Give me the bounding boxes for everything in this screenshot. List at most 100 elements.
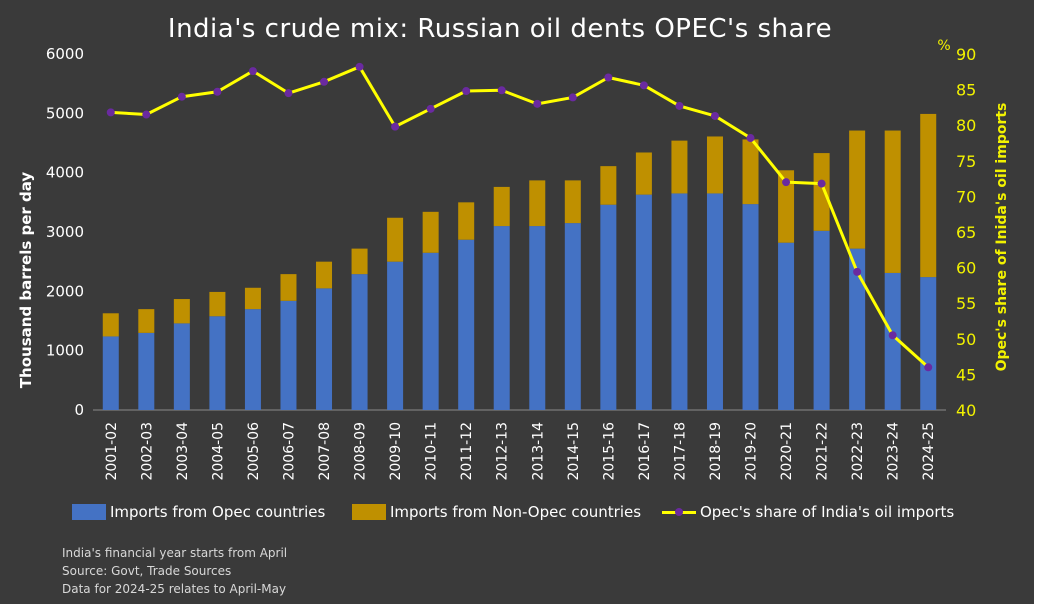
x-tick-2024-25: 2024-25 [921, 422, 937, 481]
bar-opec-2006-07 [280, 300, 297, 410]
bar-non-opec-2011-12 [458, 202, 475, 240]
bar-opec-2013-14 [529, 226, 546, 410]
legend-label-non-opec: Imports from Non-Opec countries [390, 503, 642, 521]
bar-non-opec-2015-16 [600, 166, 617, 205]
y-tick-left-2: 2000 [46, 282, 84, 300]
point-opec-share-2022-23 [853, 267, 862, 276]
legend-swatch-opec [72, 504, 106, 520]
x-tick-2023-24: 2023-24 [886, 422, 902, 481]
bar-non-opec-2007-08 [316, 261, 333, 289]
bar-opec-2002-03 [138, 332, 155, 410]
y-tick-right-6: 70 [956, 187, 976, 206]
point-opec-share-2005-06 [248, 67, 257, 76]
bar-non-opec-2006-07 [280, 274, 297, 301]
bar-opec-2020-21 [778, 242, 795, 410]
bar-opec-2017-18 [671, 193, 688, 410]
x-tick-2016-17: 2016-17 [637, 422, 653, 481]
legend-label-opec: Imports from Opec countries [110, 503, 326, 521]
bar-opec-2011-12 [458, 239, 475, 410]
x-tick-2004-05: 2004-05 [210, 422, 226, 481]
bar-opec-2019-20 [742, 204, 759, 410]
footnote-source: Source: Govt, Trade Sources [62, 564, 232, 578]
bar-opec-2012-13 [493, 226, 510, 410]
x-tick-2005-06: 2005-06 [246, 422, 262, 481]
point-opec-share-2002-03 [142, 110, 151, 119]
x-tick-2002-03: 2002-03 [139, 422, 155, 481]
x-tick-2011-12: 2011-12 [459, 422, 475, 481]
y-tick-right-4: 60 [956, 259, 976, 278]
bar-non-opec-2005-06 [244, 287, 261, 310]
point-opec-share-2010-11 [426, 104, 435, 113]
right-axis-unit: % [937, 38, 950, 54]
bar-non-opec-2016-17 [635, 152, 652, 195]
x-tick-2013-14: 2013-14 [530, 422, 546, 481]
point-opec-share-2021-22 [817, 179, 826, 188]
bar-opec-2018-19 [706, 193, 723, 410]
bar-non-opec-2003-04 [173, 299, 190, 324]
point-opec-share-2018-19 [710, 111, 719, 120]
point-opec-share-2023-24 [888, 331, 897, 340]
x-tick-2008-09: 2008-09 [353, 422, 369, 481]
bar-opec-2004-05 [209, 316, 226, 410]
bar-non-opec-2004-05 [209, 291, 226, 317]
bar-opec-2016-17 [635, 194, 652, 410]
bar-non-opec-2021-22 [813, 153, 830, 231]
bar-opec-2023-24 [884, 272, 901, 410]
line-opec-share [110, 65, 930, 369]
y-tick-right-7: 75 [956, 152, 976, 171]
point-opec-share-2019-20 [746, 134, 755, 143]
bar-non-opec-2002-03 [138, 309, 155, 333]
footnote-data-range: Data for 2024-25 relates to April-May [62, 582, 287, 596]
point-opec-share-2020-21 [782, 178, 791, 187]
y-tick-left-6: 6000 [46, 45, 84, 63]
bar-opec-2022-23 [849, 248, 866, 410]
point-opec-share-2013-14 [533, 99, 542, 108]
y-tick-right-10: 90 [956, 45, 976, 64]
legend-line-share [662, 504, 696, 520]
point-opec-share-2008-09 [355, 62, 364, 71]
x-tick-2021-22: 2021-22 [815, 422, 831, 481]
bar-opec-2010-11 [422, 252, 439, 410]
legend-swatch-non-opec [352, 504, 386, 520]
y-tick-left-3: 3000 [46, 223, 84, 241]
y-tick-left-4: 4000 [46, 164, 84, 182]
bar-non-opec-2009-10 [387, 217, 404, 262]
y-tick-right-0: 40 [956, 401, 976, 420]
x-tick-2007-08: 2007-08 [317, 422, 333, 481]
x-tick-2012-13: 2012-13 [495, 422, 511, 481]
bar-non-opec-2014-15 [564, 180, 581, 224]
x-tick-2022-23: 2022-23 [850, 422, 866, 481]
y-tick-right-8: 80 [956, 116, 976, 135]
y-tick-left-5: 5000 [46, 104, 84, 122]
bar-opec-2009-10 [387, 261, 404, 410]
point-opec-share-2004-05 [213, 87, 222, 96]
point-opec-share-2011-12 [462, 87, 471, 96]
legend-label-share: Opec's share of India's oil imports [700, 503, 955, 521]
bar-opec-2024-25 [920, 277, 937, 410]
bar-non-opec-2018-19 [706, 136, 723, 194]
point-opec-share-2014-15 [568, 93, 577, 102]
bar-non-opec-2020-21 [778, 170, 795, 243]
point-opec-share-2012-13 [497, 86, 506, 95]
x-tick-2014-15: 2014-15 [566, 422, 582, 481]
legend-item-opec: Imports from Opec countries [72, 503, 325, 521]
legend-item-non-opec: Imports from Non-Opec countries [352, 503, 641, 521]
bar-non-opec-2001-02 [102, 313, 119, 337]
bar-opec-2007-08 [316, 288, 333, 410]
point-opec-share-2017-18 [675, 101, 684, 110]
x-tick-2006-07: 2006-07 [281, 422, 297, 481]
y-tick-right-1: 45 [956, 365, 976, 384]
point-opec-share-2006-07 [284, 89, 293, 98]
bar-non-opec-2013-14 [529, 180, 546, 227]
bar-non-opec-2022-23 [849, 130, 866, 249]
y-tick-right-5: 65 [956, 223, 976, 242]
x-tick-2019-20: 2019-20 [744, 422, 760, 481]
x-tick-2018-19: 2018-19 [708, 422, 724, 481]
point-opec-share-2024-25 [924, 363, 933, 372]
bar-non-opec-2019-20 [742, 139, 759, 205]
point-opec-share-2015-16 [604, 73, 613, 82]
bar-non-opec-2023-24 [884, 130, 901, 273]
point-opec-share-2001-02 [106, 108, 115, 117]
